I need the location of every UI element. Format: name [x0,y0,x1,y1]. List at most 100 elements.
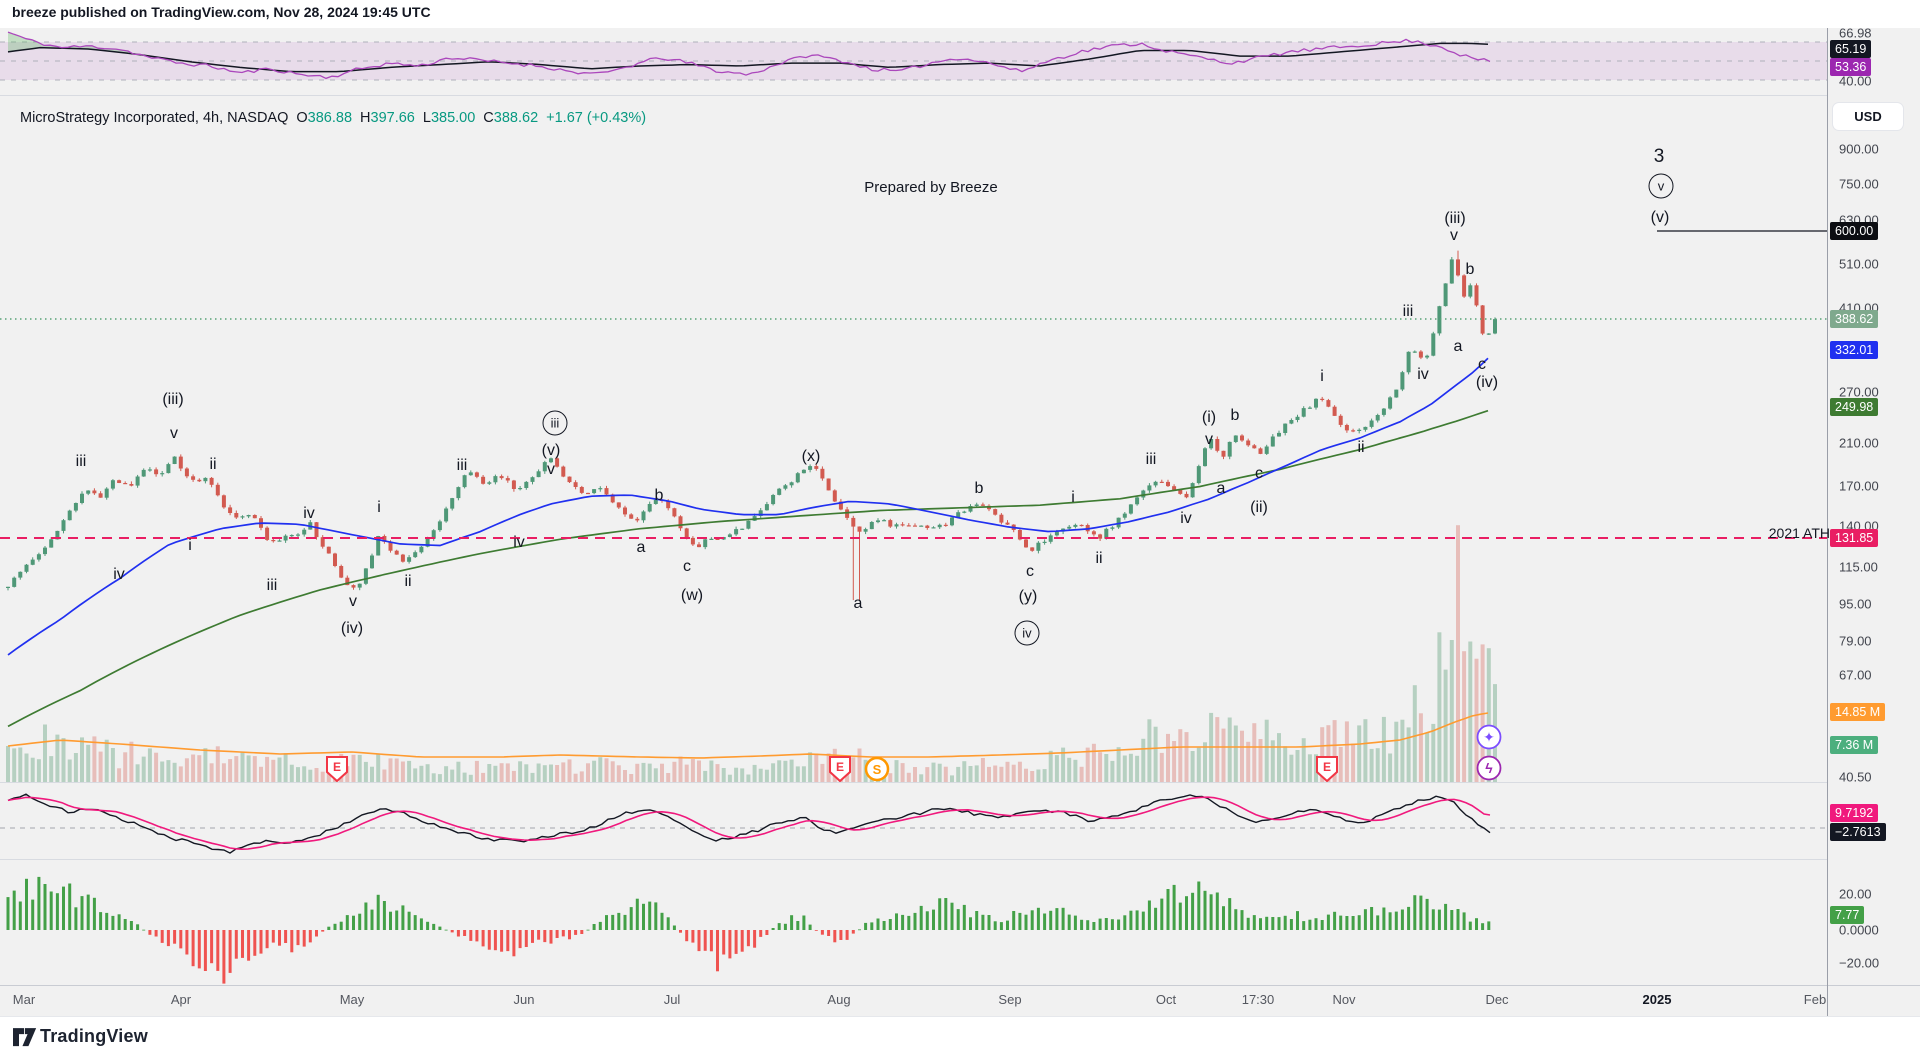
elliott-wave-label[interactable]: (iii) [162,391,184,408]
elliott-wave-label[interactable]: c [1026,563,1034,580]
time-axis-label[interactable]: Nov [1332,992,1356,1007]
chart-region[interactable]: E E S E ✦ ϟ MicroStrategy Incorporated, 4h, N… [0,25,1920,1016]
time-axis-label[interactable]: May [339,992,365,1007]
pane-separator[interactable] [0,782,1827,783]
ohlc-key: L [422,110,431,126]
symbol-title[interactable]: MicroStrategy Incorporated, 4h, NASDAQ [20,110,289,126]
ohlc-value: 385.00 [430,110,476,126]
chart-canvas[interactable]: E E S E ✦ ϟ [0,28,1920,1016]
drawing-label[interactable]: v [1648,173,1674,199]
price-axis-tick: 170.00 [1839,478,1879,494]
price-axis-tick: 510.00 [1839,256,1879,272]
lightning-events-icon[interactable] [1476,755,1502,781]
price-axis-badge: 600.00 [1830,222,1879,240]
elliott-wave-label[interactable]: iv [303,505,315,522]
elliott-wave-label[interactable]: a [1216,480,1226,497]
elliott-wave-label[interactable]: (ii) [1250,499,1268,516]
elliott-wave-label[interactable]: iii [542,410,568,436]
elliott-wave-label[interactable]: (iv) [340,620,364,637]
time-axis-label[interactable]: Jul [663,992,681,1007]
lightning-events-icon[interactable]: ϟ [1485,760,1493,776]
elliott-wave-label[interactable]: c [1255,465,1263,482]
elliott-wave-label[interactable]: i [377,499,381,516]
elliott-wave-label[interactable]: iii [1402,303,1414,320]
elliott-wave-label[interactable]: c [1478,356,1486,373]
elliott-wave-label[interactable]: iv [113,566,125,583]
price-axis-tick: 0.0000 [1839,922,1879,938]
currency-toggle-button[interactable]: USD [1833,103,1903,130]
price-axis-badge: 388.62 [1830,310,1879,328]
elliott-wave-label[interactable]: b [974,480,984,497]
ohlc-value: 397.66 [370,110,415,126]
time-axis-label[interactable]: Oct [1155,992,1177,1007]
earnings-marker[interactable] [326,756,348,783]
time-axis-label[interactable]: 2025 [1642,992,1672,1007]
elliott-wave-label[interactable]: ii [1095,550,1103,567]
elliott-wave-label[interactable]: (v) [541,442,561,459]
elliott-wave-label[interactable]: a [1453,338,1463,355]
elliott-wave-label[interactable]: iv [1417,366,1429,383]
elliott-wave-label[interactable]: i [1071,489,1075,506]
pane-separator[interactable] [0,859,1827,860]
time-axis-label[interactable]: Dec [1485,992,1509,1007]
earnings-marker[interactable] [1316,756,1338,783]
symbol-info-bar[interactable]: MicroStrategy Incorporated, 4h, NASDAQ O 3… [20,110,646,126]
time-axis-label[interactable]: Feb [1803,992,1827,1007]
drawing-label[interactable]: (v) [1650,209,1670,226]
elliott-wave-label[interactable]: (iv) [1475,374,1499,391]
elliott-wave-label[interactable]: v [170,425,178,442]
elliott-wave-label[interactable]: (w) [680,587,704,604]
elliott-wave-label[interactable]: iv [1014,620,1040,646]
elliott-wave-label[interactable]: (i) [1201,409,1217,426]
price-axis-tick: −20.00 [1839,955,1880,971]
elliott-wave-label[interactable]: b [1465,261,1475,278]
elliott-wave-label[interactable]: v [1450,227,1458,244]
price-axis-tick: 66.98 [1839,25,1872,41]
elliott-wave-label[interactable]: (y) [1018,588,1038,605]
split-marker[interactable] [864,756,890,782]
price-axis-badge: 131.85 [1830,529,1879,547]
elliott-wave-label[interactable]: v [1205,431,1213,448]
elliott-wave-label[interactable]: iv [1180,510,1192,527]
elliott-wave-label[interactable]: b [654,487,664,504]
elliott-wave-label[interactable]: i [1320,368,1324,385]
elliott-wave-label[interactable]: (iii) [1444,210,1466,227]
time-axis-label[interactable]: 17:30 [1241,992,1275,1007]
elliott-wave-label[interactable]: b [1230,407,1240,424]
elliott-wave-label[interactable]: ii [209,456,217,473]
price-axis-border [1827,28,1828,1016]
time-axis-label[interactable]: Jun [513,992,535,1007]
split-marker-letter: S [873,762,882,777]
elliott-wave-label[interactable]: c [683,558,691,575]
prepared-by-text[interactable]: Prepared by Breeze [864,179,998,196]
elliott-wave-label[interactable]: v [349,593,357,610]
time-axis-label[interactable]: Mar [12,992,36,1007]
elliott-wave-label[interactable]: iii [1145,451,1157,468]
price-axis-tick: 79.00 [1839,633,1872,649]
elliott-wave-label[interactable]: iii [75,453,87,470]
sparkle-ideas-icon[interactable] [1476,724,1502,750]
price-axis-tick: 95.00 [1839,596,1872,612]
elliott-wave-label[interactable]: iv [513,534,525,551]
pane-separator[interactable] [0,95,1827,96]
earnings-marker[interactable] [829,756,851,783]
time-axis-label[interactable]: Aug [827,992,851,1007]
elliott-wave-label[interactable]: (x) [801,448,821,465]
elliott-wave-label[interactable]: i [188,537,192,554]
price-axis-badge: 9.7192 [1830,804,1879,822]
elliott-wave-label[interactable]: ii [1357,439,1365,456]
time-axis-label[interactable]: Apr [170,992,192,1007]
sparkle-ideas-icon[interactable]: ✦ [1483,729,1495,745]
elliott-wave-label[interactable]: v [547,461,555,478]
price-axis-tick: 750.00 [1839,176,1879,192]
ohlc-key: O [296,110,308,126]
elliott-wave-label[interactable]: a [636,539,646,556]
elliott-wave-label[interactable]: iii [266,577,278,594]
elliott-wave-label[interactable]: iii [456,457,468,474]
drawing-label[interactable]: 3 [1653,146,1665,167]
elliott-wave-label[interactable]: a [853,595,863,612]
time-axis-label[interactable]: Sep [998,992,1022,1007]
ath-2021-label[interactable]: 2021 ATH [1768,525,1830,541]
elliott-wave-label[interactable]: ii [404,573,412,590]
